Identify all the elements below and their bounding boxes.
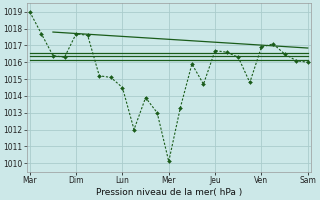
- X-axis label: Pression niveau de la mer( hPa ): Pression niveau de la mer( hPa ): [96, 188, 242, 197]
